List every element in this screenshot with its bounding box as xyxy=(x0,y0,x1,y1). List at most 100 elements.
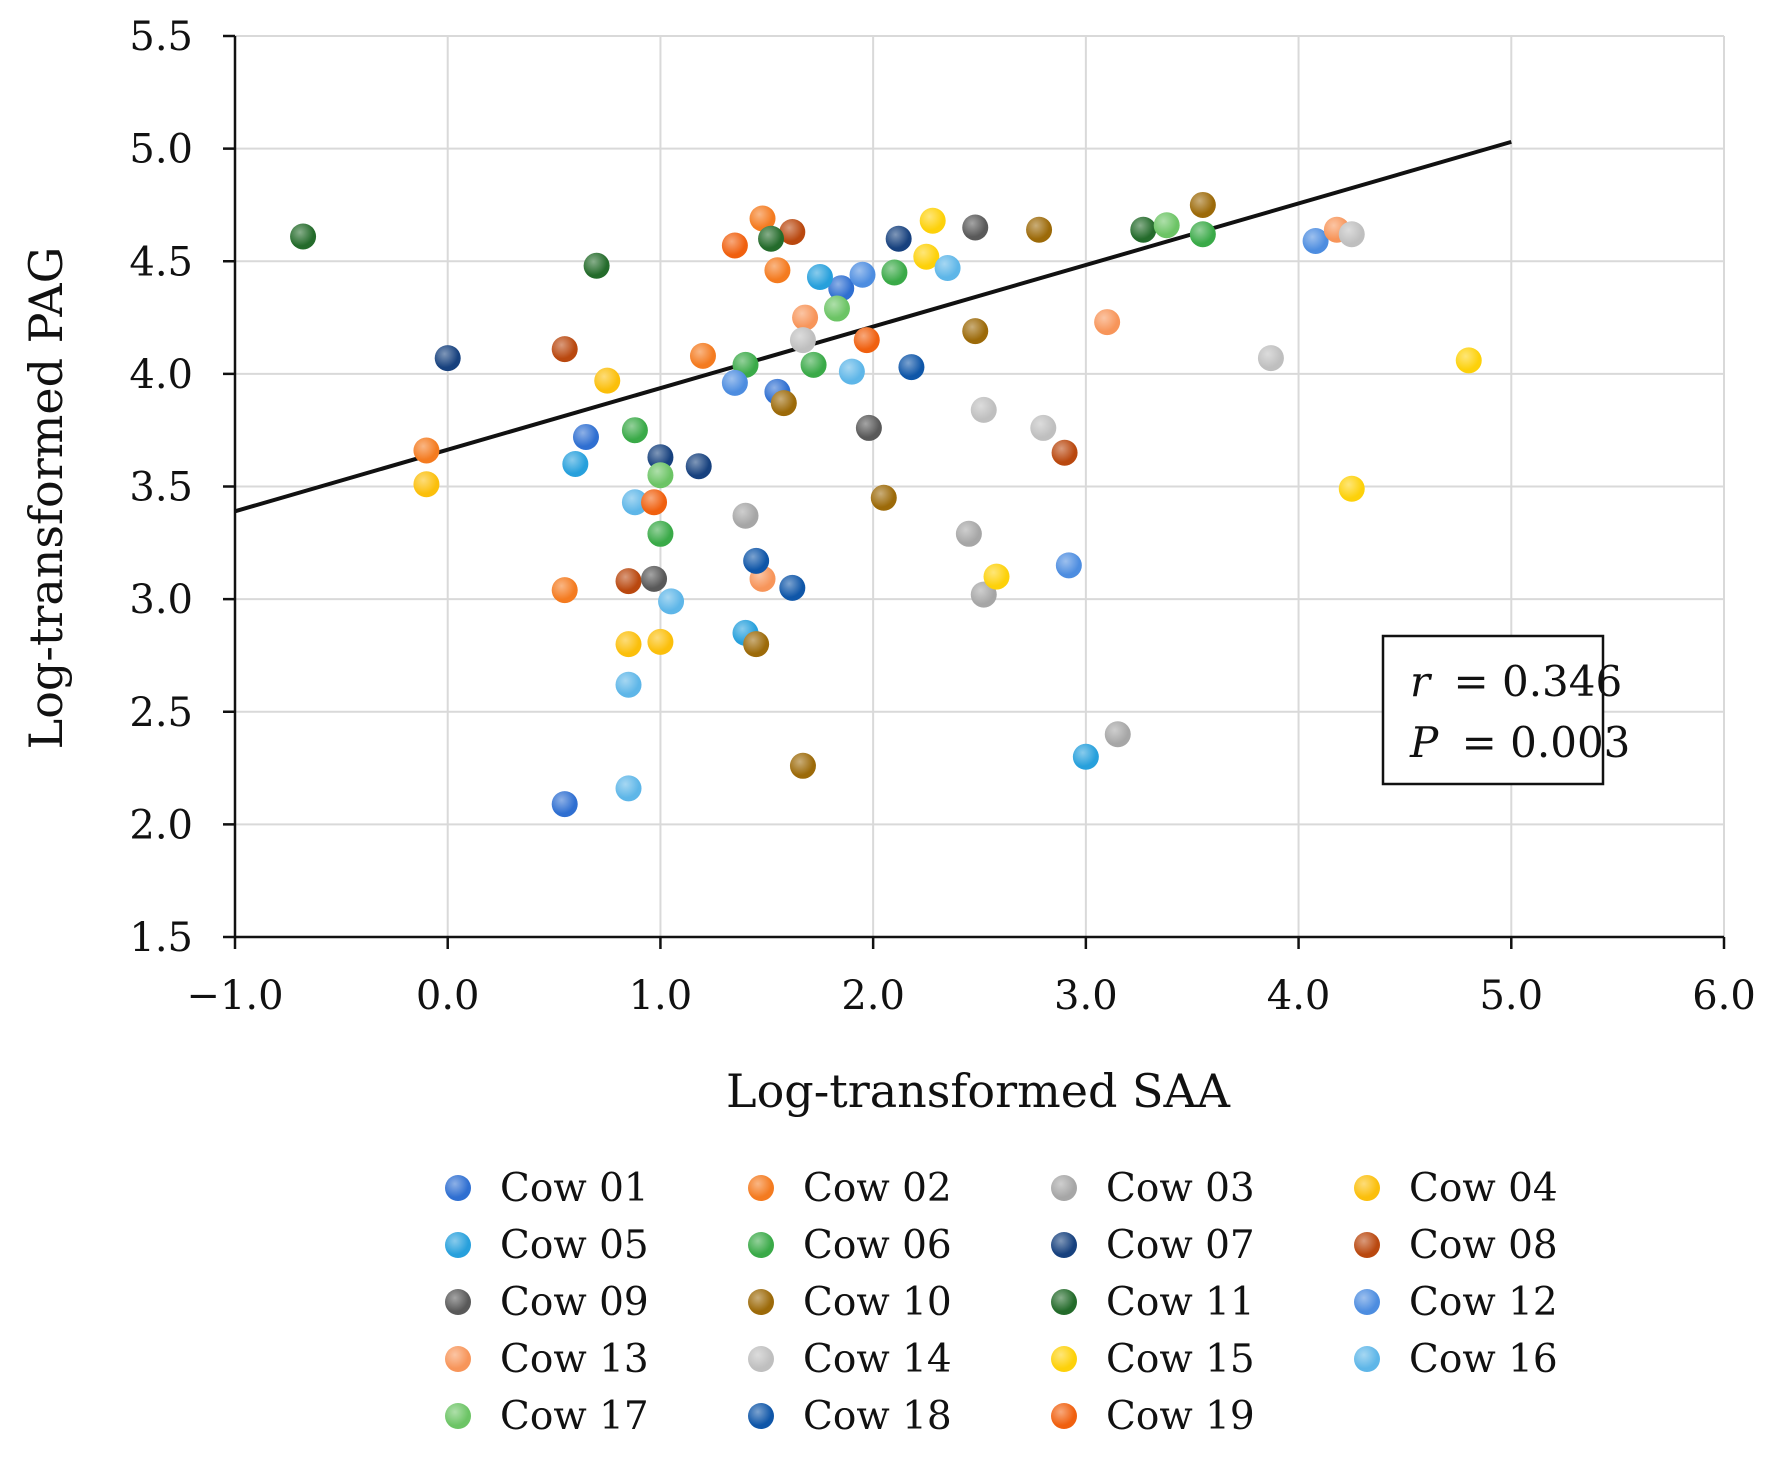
data-point xyxy=(621,489,648,516)
p-statistic: P = 0.003 xyxy=(1409,718,1630,767)
legend-item: Cow 06 xyxy=(748,1223,952,1268)
data-point xyxy=(594,367,621,394)
tick-labels: 1.5 2.0 2.5 3.0 3.5 4.0 4.5 5.0 5.5 −1.0 0.0 1.0 2.0… xyxy=(129,14,1755,1019)
data-point xyxy=(881,259,908,286)
series-cow-15 xyxy=(913,207,1482,590)
x-tick-label: 4.0 xyxy=(1267,973,1331,1019)
data-point xyxy=(806,264,833,291)
series-cow-04 xyxy=(413,367,674,658)
y-tick-label: 3.0 xyxy=(129,577,193,623)
y-tick-label: 2.0 xyxy=(129,802,193,848)
legend-item: Cow 17 xyxy=(445,1394,649,1439)
data-point xyxy=(551,577,578,604)
r-label: r xyxy=(1410,657,1433,706)
data-point xyxy=(1153,212,1180,239)
legend-label: Cow 07 xyxy=(1106,1223,1255,1268)
legend-label: Cow 14 xyxy=(803,1337,952,1382)
legend-label: Cow 09 xyxy=(500,1280,649,1325)
stat-box xyxy=(1381,634,1605,786)
trendline-group xyxy=(234,139,1512,514)
data-point xyxy=(853,327,880,354)
x-tick-label: 1.0 xyxy=(629,973,693,1019)
data-point xyxy=(562,450,589,477)
data-point xyxy=(779,574,806,601)
legend-label: Cow 03 xyxy=(1106,1166,1255,1211)
legend-item: Cow 04 xyxy=(1354,1166,1558,1211)
series-cow-13 xyxy=(749,216,1350,592)
legend-item: Cow 05 xyxy=(445,1223,649,1268)
data-point xyxy=(1051,439,1078,466)
data-point xyxy=(764,257,791,284)
legend-item: Cow 09 xyxy=(445,1280,649,1325)
series-cow-14 xyxy=(789,221,1365,441)
legend-marker xyxy=(748,1175,774,1201)
y-tick-label: 2.5 xyxy=(129,690,193,736)
data-point xyxy=(413,471,440,498)
data-point xyxy=(970,581,997,608)
legend-item: Cow 13 xyxy=(445,1337,649,1382)
y-axis-title: Log-transformed PAG xyxy=(19,247,73,750)
legend-label: Cow 13 xyxy=(500,1337,649,1382)
data-point xyxy=(898,354,925,381)
legend-marker xyxy=(1051,1289,1077,1315)
data-point xyxy=(1455,347,1482,374)
data-point xyxy=(1189,221,1216,248)
series-cow-08 xyxy=(551,218,1078,595)
series-cow-16 xyxy=(615,255,961,802)
legend-item: Cow 14 xyxy=(748,1337,952,1382)
data-point xyxy=(749,205,776,232)
legend-marker xyxy=(1354,1346,1380,1372)
data-point xyxy=(983,563,1010,590)
data-point xyxy=(913,243,940,270)
legend-marker xyxy=(1354,1289,1380,1315)
legend-item: Cow 19 xyxy=(1051,1394,1255,1439)
data-point xyxy=(647,628,674,655)
data-point xyxy=(647,444,674,471)
legend-marker xyxy=(1051,1232,1077,1258)
data-point xyxy=(551,336,578,363)
data-point xyxy=(779,218,806,245)
x-tick-label: 6.0 xyxy=(1692,973,1756,1019)
legend-label: Cow 11 xyxy=(1106,1280,1255,1325)
data-point xyxy=(828,275,855,302)
legend-item: Cow 08 xyxy=(1354,1223,1558,1268)
data-point xyxy=(970,396,997,423)
legend-item: Cow 10 xyxy=(748,1280,952,1325)
data-point xyxy=(689,342,716,369)
legend-label: Cow 04 xyxy=(1409,1166,1558,1211)
data-point xyxy=(615,631,642,658)
data-point xyxy=(823,295,850,322)
y-tick-label: 5.5 xyxy=(129,14,193,60)
x-axis-title: Log-transformed SAA xyxy=(726,1064,1231,1118)
legend-marker xyxy=(445,1289,471,1315)
legend-label: Cow 10 xyxy=(803,1280,952,1325)
axes xyxy=(223,34,1726,949)
legend-item: Cow 02 xyxy=(748,1166,952,1211)
data-point xyxy=(685,453,712,480)
data-point xyxy=(1302,227,1329,254)
legend-marker xyxy=(1354,1175,1380,1201)
data-point xyxy=(1104,721,1131,748)
legend-label: Cow 08 xyxy=(1409,1223,1558,1268)
legend-marker xyxy=(748,1289,774,1315)
x-tick-label: 0.0 xyxy=(416,973,480,1019)
legend-label: Cow 12 xyxy=(1409,1280,1558,1325)
series-cow-09 xyxy=(641,214,989,592)
legend-marker xyxy=(445,1346,471,1372)
grid-lines xyxy=(235,35,1725,937)
p-label: P xyxy=(1409,718,1439,767)
legend-marker xyxy=(748,1403,774,1429)
data-point xyxy=(721,232,748,259)
data-point xyxy=(658,588,685,615)
legend-item: Cow 18 xyxy=(748,1394,952,1439)
data-point xyxy=(789,752,816,779)
x-tick-label: 3.0 xyxy=(1054,973,1118,1019)
legend-label: Cow 02 xyxy=(803,1166,952,1211)
legend-label: Cow 16 xyxy=(1409,1337,1558,1382)
data-point xyxy=(838,358,865,385)
data-point xyxy=(551,791,578,818)
data-point xyxy=(615,775,642,802)
legend-label: Cow 18 xyxy=(803,1394,952,1439)
data-point xyxy=(1338,475,1365,502)
series-cow-19 xyxy=(641,232,880,516)
